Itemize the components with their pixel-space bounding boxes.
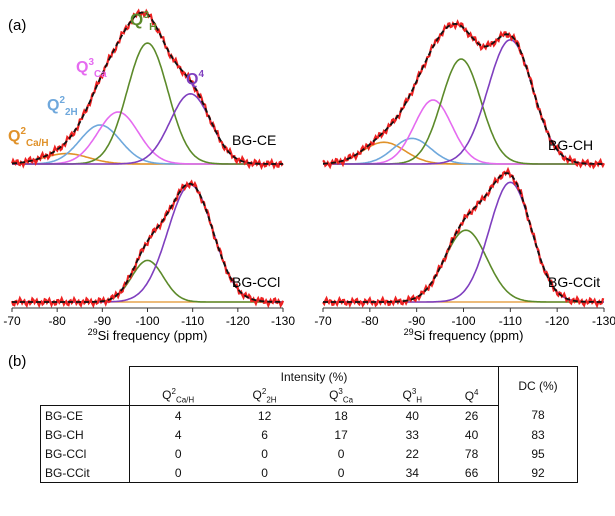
table-row: BG-CH 4 6 17 33 40 83 (40, 425, 578, 444)
cell: 40 (405, 408, 419, 423)
cell: 18 (334, 408, 348, 423)
spectrum-panel-bg-ce: BG-CE (10, 8, 284, 171)
x-tick-label: -70 (314, 314, 332, 328)
cell: 4 (129, 425, 227, 444)
peak-label-q3ca: Q3Ca (76, 57, 107, 80)
spectra-panels: BG-CE BG-CH BG-CCl -70 -80 -90 -100 -110 -120 -13… (3, 8, 615, 343)
spectrum-panel-bg-ccit: BG-CCit -70 -80 -90 -100 -110 -120 -130 29Si fre… (314, 166, 615, 343)
cell: 0 (302, 463, 380, 483)
x-tick-label: -120 (226, 314, 250, 328)
fit-curve (322, 22, 604, 165)
intensity-table: Intensity (%) DC (%) Q2Ca/H Q22H Q3Ca Q3… (40, 366, 578, 483)
peak-label-q22h: Q22H (47, 95, 78, 118)
sample-label: BG-CH (548, 137, 593, 153)
cell: 34 (379, 463, 446, 483)
x-tick-label: -130 (592, 314, 615, 328)
cell: 6 (261, 427, 268, 442)
sample-label: BG-CE (232, 132, 276, 148)
cell: 22 (405, 446, 419, 461)
table-row: BG-CE 4 12 18 40 26 78 (40, 405, 578, 425)
cell: 40 (464, 427, 479, 442)
col-q22h: Q22H (226, 386, 303, 406)
peak-label-q2cah: Q2Ca/H (8, 126, 49, 149)
cell: 17 (334, 427, 348, 442)
intensity-header: Intensity (%) (129, 366, 499, 386)
table-row: BG-CCit 0 0 0 34 66 92 (40, 463, 578, 483)
cell: 33 (405, 427, 419, 442)
table-row: BG-CCl 0 0 0 22 78 95 (40, 444, 578, 463)
x-axis-label: 29Si frequency (ppm) (88, 327, 208, 343)
x-tick-label: -130 (271, 314, 295, 328)
x-tick-label: -80 (361, 314, 379, 328)
row-label: BG-CCit (40, 463, 130, 483)
x-tick-label: -100 (135, 314, 159, 328)
cell: 83 (498, 425, 578, 444)
col-q3h: Q3H (379, 386, 446, 406)
row-label: BG-CCl (40, 444, 130, 463)
x-tick-label: -120 (545, 314, 569, 328)
cell: 95 (498, 444, 578, 463)
x-tick-label: -100 (451, 314, 475, 328)
spectrum-panel-bg-ch: BG-CH (322, 19, 605, 170)
row-label: BG-CE (40, 405, 130, 425)
cell: 66 (445, 463, 499, 483)
dc-header: DC (%) (498, 366, 578, 406)
row-label: BG-CH (40, 425, 130, 444)
cell: 78 (498, 405, 578, 425)
col-q4: Q4 (445, 386, 499, 406)
col-q2cah: Q2Ca/H (129, 386, 227, 406)
cell: 0 (337, 446, 345, 461)
x-tick-label: -90 (408, 314, 426, 328)
x-tick-label: -70 (3, 314, 21, 328)
fit-curve (11, 11, 283, 165)
peak-labels: Q3H Q4 Q3Ca Q22H Q2Ca/H (8, 9, 204, 149)
experimental-curve (10, 8, 284, 171)
peak-label-q3h: Q3H (130, 9, 157, 33)
panel-a-label: (a) (8, 17, 26, 34)
cell: 0 (129, 444, 227, 463)
panel-b-label: (b) (8, 353, 26, 370)
cell: 26 (464, 408, 479, 423)
cell: 4 (129, 405, 227, 425)
cell: 0 (226, 463, 303, 483)
fit-curve (12, 182, 283, 303)
cell: 78 (464, 446, 479, 461)
x-axis-label: 29Si frequency (ppm) (404, 327, 524, 343)
cell: 0 (261, 446, 268, 461)
fit-curve (323, 172, 604, 303)
cell: 92 (498, 463, 578, 483)
cell: 12 (257, 408, 272, 423)
cell: 0 (129, 463, 227, 483)
sample-label: BG-CCl (232, 274, 280, 290)
peak-label-q4: Q4 (186, 69, 204, 88)
col-q3ca: Q3Ca (302, 386, 380, 406)
x-tick-label: -110 (181, 314, 204, 328)
sample-label: BG-CCit (548, 274, 600, 290)
x-tick-label: -80 (48, 314, 66, 328)
x-tick-label: -90 (94, 314, 112, 328)
experimental-curve (10, 179, 285, 309)
spectrum-panel-bg-ccl: BG-CCl -70 -80 -90 -100 -110 -120 -130 29Si freq… (3, 179, 295, 343)
x-tick-label: -110 (499, 314, 522, 328)
